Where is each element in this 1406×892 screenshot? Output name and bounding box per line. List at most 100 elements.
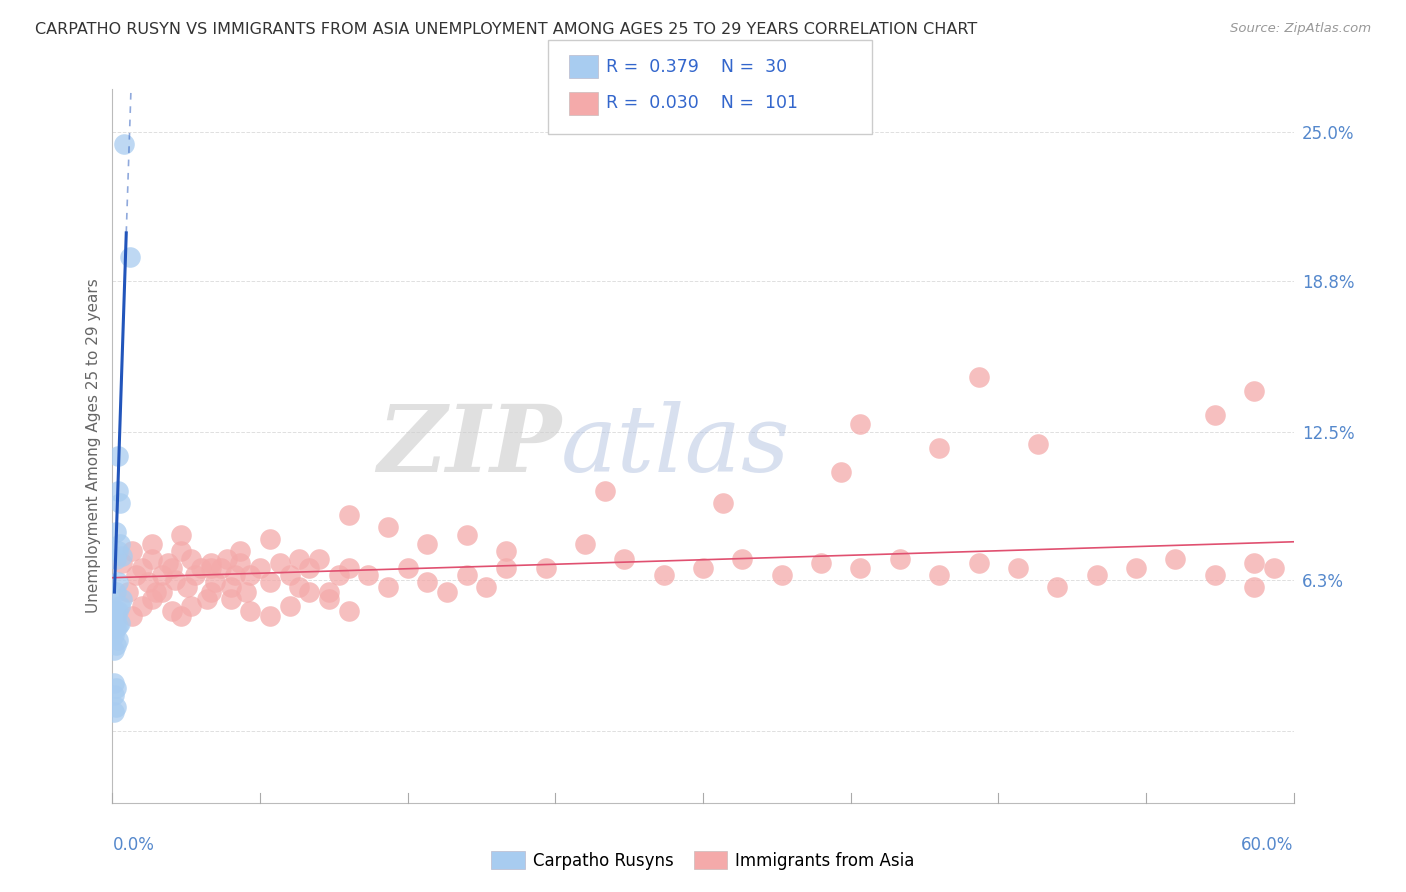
Point: [110, 537, 132, 551]
Point: [112, 137, 135, 152]
Text: R =  0.030    N =  101: R = 0.030 N = 101: [606, 95, 799, 112]
Point: [278, 568, 301, 582]
Text: 60.0%: 60.0%: [1241, 837, 1294, 855]
Point: [107, 449, 129, 463]
Point: [711, 496, 734, 510]
Point: [235, 585, 257, 599]
Point: [170, 527, 193, 541]
Point: [103, 676, 125, 690]
Point: [396, 561, 419, 575]
Point: [107, 604, 129, 618]
Point: [150, 568, 173, 582]
Point: [849, 561, 872, 575]
Point: [156, 557, 179, 571]
Point: [495, 561, 517, 575]
Point: [165, 573, 187, 587]
Point: [337, 561, 360, 575]
Point: [298, 561, 321, 575]
Point: [318, 585, 340, 599]
Point: [180, 551, 202, 566]
Point: [288, 580, 311, 594]
Point: [1243, 384, 1265, 398]
Point: [150, 585, 173, 599]
Y-axis label: Unemployment Among Ages 25 to 29 years: Unemployment Among Ages 25 to 29 years: [86, 278, 101, 614]
Point: [184, 568, 207, 582]
Point: [1263, 561, 1285, 575]
Point: [298, 585, 321, 599]
Point: [105, 609, 128, 624]
Point: [652, 568, 675, 582]
Point: [209, 561, 232, 575]
Point: [574, 537, 596, 551]
Point: [195, 592, 218, 607]
Point: [928, 568, 950, 582]
Point: [1204, 408, 1226, 422]
Point: [107, 575, 129, 590]
Point: [105, 700, 128, 714]
Point: [125, 568, 148, 582]
Point: [111, 549, 134, 563]
Point: [103, 705, 125, 719]
Point: [110, 616, 132, 631]
Point: [967, 369, 990, 384]
Point: [337, 508, 360, 523]
Point: [200, 585, 222, 599]
Point: [239, 604, 262, 618]
Text: 0.0%: 0.0%: [112, 837, 155, 855]
Point: [170, 544, 193, 558]
Point: [1243, 580, 1265, 594]
Point: [889, 551, 911, 566]
Point: [1125, 561, 1147, 575]
Point: [731, 551, 754, 566]
Point: [105, 621, 128, 635]
Point: [103, 642, 125, 657]
Legend: Carpatho Rusyns, Immigrants from Asia: Carpatho Rusyns, Immigrants from Asia: [485, 845, 921, 877]
Point: [105, 614, 128, 628]
Point: [328, 568, 350, 582]
Point: [105, 638, 128, 652]
Point: [288, 551, 311, 566]
Point: [105, 525, 128, 540]
Point: [170, 609, 193, 624]
Point: [121, 544, 143, 558]
Point: [593, 484, 616, 499]
Point: [770, 568, 793, 582]
Point: [105, 681, 128, 695]
Point: [613, 551, 636, 566]
Point: [103, 628, 125, 642]
Point: [475, 580, 498, 594]
Point: [117, 585, 139, 599]
Point: [495, 544, 517, 558]
Point: [928, 442, 950, 456]
Point: [105, 604, 128, 618]
Point: [810, 557, 832, 571]
Point: [224, 568, 246, 582]
Point: [229, 557, 252, 571]
Point: [136, 575, 159, 590]
Point: [229, 544, 252, 558]
Point: [239, 568, 262, 582]
Point: [1026, 436, 1049, 450]
Point: [318, 592, 340, 607]
Point: [111, 557, 134, 571]
Point: [967, 557, 990, 571]
Point: [141, 537, 163, 551]
Point: [107, 618, 129, 632]
Text: Source: ZipAtlas.com: Source: ZipAtlas.com: [1230, 22, 1371, 36]
Point: [377, 580, 399, 594]
Point: [278, 599, 301, 614]
Point: [1085, 568, 1108, 582]
Point: [456, 568, 478, 582]
Point: [308, 551, 330, 566]
Point: [200, 561, 222, 575]
Text: ZIP: ZIP: [377, 401, 561, 491]
Point: [259, 609, 281, 624]
Point: [1164, 551, 1187, 566]
Point: [269, 557, 291, 571]
Point: [110, 599, 132, 614]
Point: [160, 604, 183, 618]
Point: [141, 551, 163, 566]
Point: [111, 592, 134, 607]
Point: [456, 527, 478, 541]
Point: [107, 632, 129, 647]
